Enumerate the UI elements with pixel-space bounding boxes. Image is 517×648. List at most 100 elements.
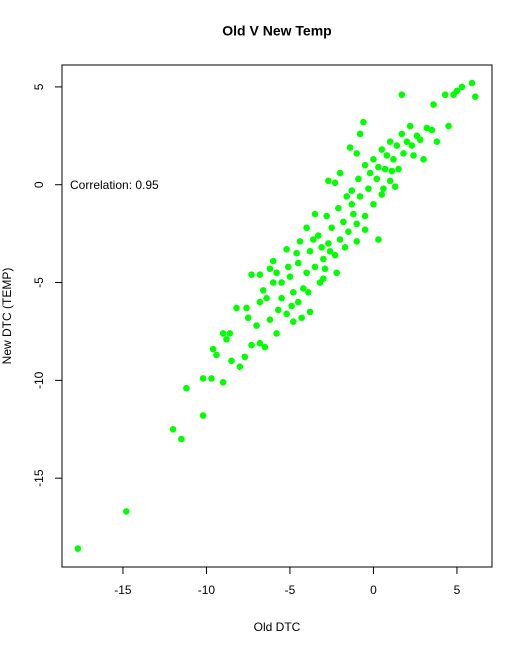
point <box>383 152 391 159</box>
point <box>386 138 394 145</box>
point <box>311 263 319 271</box>
point <box>375 236 382 243</box>
y-tick-label: -10 <box>32 371 46 389</box>
point <box>293 249 300 257</box>
point <box>269 279 277 286</box>
point <box>441 91 449 99</box>
point <box>373 175 381 183</box>
point <box>365 185 372 192</box>
point <box>445 122 452 130</box>
point <box>289 289 297 296</box>
point <box>219 379 227 386</box>
point <box>326 247 334 255</box>
point <box>256 271 264 279</box>
point <box>343 193 351 200</box>
point <box>305 289 312 296</box>
point <box>261 343 269 351</box>
point <box>361 212 369 220</box>
point <box>183 384 190 392</box>
point <box>331 251 339 259</box>
point <box>331 179 339 187</box>
point <box>378 191 386 198</box>
point <box>323 212 330 220</box>
point <box>406 122 414 130</box>
point <box>430 101 437 108</box>
point <box>253 322 260 329</box>
point <box>361 161 369 169</box>
point <box>348 200 356 208</box>
point <box>356 193 364 200</box>
point <box>395 165 402 173</box>
point <box>298 314 305 322</box>
point <box>209 345 217 353</box>
plot-box <box>61 64 493 568</box>
point <box>340 218 347 226</box>
point <box>333 269 340 277</box>
point <box>294 298 302 306</box>
annotation: Correlation: 0.95 <box>70 178 159 192</box>
point <box>320 275 327 282</box>
point <box>278 279 285 286</box>
point <box>259 287 267 294</box>
point <box>273 269 280 277</box>
point <box>472 93 479 100</box>
point <box>468 79 476 87</box>
point <box>274 306 282 314</box>
point <box>341 244 349 251</box>
y-tick-label: 5 <box>32 83 46 90</box>
point <box>355 175 362 183</box>
x-tick-label: 5 <box>454 583 461 597</box>
y-tick-label: 0 <box>32 181 46 188</box>
point <box>320 255 327 263</box>
point <box>233 304 240 312</box>
point <box>408 142 416 149</box>
point <box>289 318 297 325</box>
point <box>294 259 302 267</box>
point <box>386 177 394 185</box>
point <box>266 316 274 324</box>
point <box>366 169 374 177</box>
point <box>400 150 407 157</box>
point <box>321 265 329 273</box>
point <box>269 257 277 265</box>
point <box>336 236 344 243</box>
point <box>256 298 264 306</box>
y-tick-label: -5 <box>32 277 46 288</box>
point <box>328 224 335 232</box>
point <box>199 412 207 419</box>
point <box>284 263 292 271</box>
point <box>208 375 215 382</box>
point <box>361 226 369 234</box>
point <box>288 302 295 310</box>
point <box>420 155 427 163</box>
point <box>335 204 342 212</box>
chart-title: Old V New Temp <box>222 23 331 39</box>
point <box>336 169 344 177</box>
point <box>428 126 436 134</box>
point <box>199 375 207 382</box>
x-tick-label: -10 <box>198 583 216 597</box>
point <box>353 238 361 245</box>
point <box>263 294 270 302</box>
point <box>398 130 406 138</box>
point <box>433 138 441 145</box>
point <box>393 142 401 149</box>
point <box>318 244 325 251</box>
point <box>122 508 130 515</box>
point <box>345 228 352 235</box>
point <box>296 238 304 245</box>
point <box>370 200 377 208</box>
point <box>228 357 235 365</box>
point <box>266 265 274 273</box>
point <box>310 236 317 243</box>
point <box>236 363 244 370</box>
point <box>226 330 234 337</box>
point <box>74 545 82 552</box>
point <box>311 210 319 218</box>
point <box>278 294 285 302</box>
point <box>356 130 364 138</box>
point <box>353 150 361 157</box>
point <box>410 152 417 159</box>
point <box>346 144 354 151</box>
